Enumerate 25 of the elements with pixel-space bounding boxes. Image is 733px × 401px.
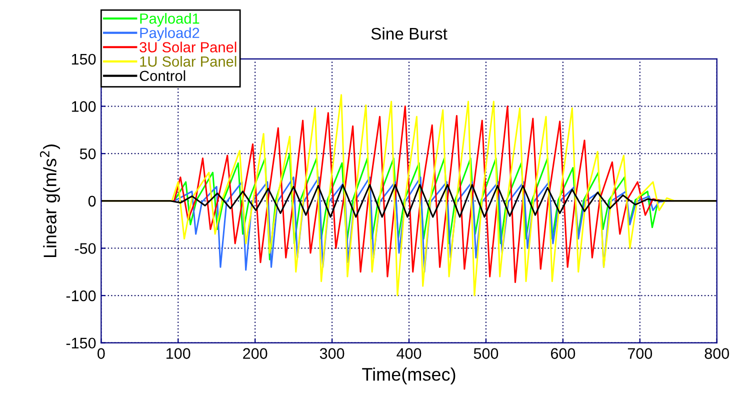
legend-label: Payload1 xyxy=(140,13,200,27)
x-axis-title: Time(msec) xyxy=(362,368,456,384)
x-tick-label: 400 xyxy=(396,348,422,359)
y-axis-title: Linear g(m/s$^{2}$) xyxy=(40,144,60,258)
y-tick-label: -100 xyxy=(66,290,96,302)
y-tick-label: 100 xyxy=(72,101,96,112)
x-tick-label: 700 xyxy=(628,348,652,359)
x-tick-label: 300 xyxy=(320,348,344,359)
legend-label: Control xyxy=(140,70,186,82)
y-tick-label: 50 xyxy=(80,148,96,160)
x-tick-label: 800 xyxy=(704,348,730,359)
x-tick-label: 0 xyxy=(98,348,105,359)
y-tick-label: -150 xyxy=(66,338,96,349)
y-tick-label: 150 xyxy=(72,54,96,65)
legend-label: 1U Solar Panel xyxy=(140,56,236,67)
y-tick-label: 0 xyxy=(88,196,96,207)
legend-label: Payload2 xyxy=(140,27,200,41)
line-series xyxy=(101,184,717,218)
x-tick-label: 200 xyxy=(243,348,268,359)
x-tick-label: 600 xyxy=(550,348,576,359)
x-tick-label: 500 xyxy=(474,348,498,359)
x-tick-label: 100 xyxy=(166,348,190,359)
legend-label: 3U Solar Panel xyxy=(140,42,236,52)
chart-title: Sine Burst xyxy=(371,27,448,40)
y-tick-label: -50 xyxy=(74,243,96,254)
